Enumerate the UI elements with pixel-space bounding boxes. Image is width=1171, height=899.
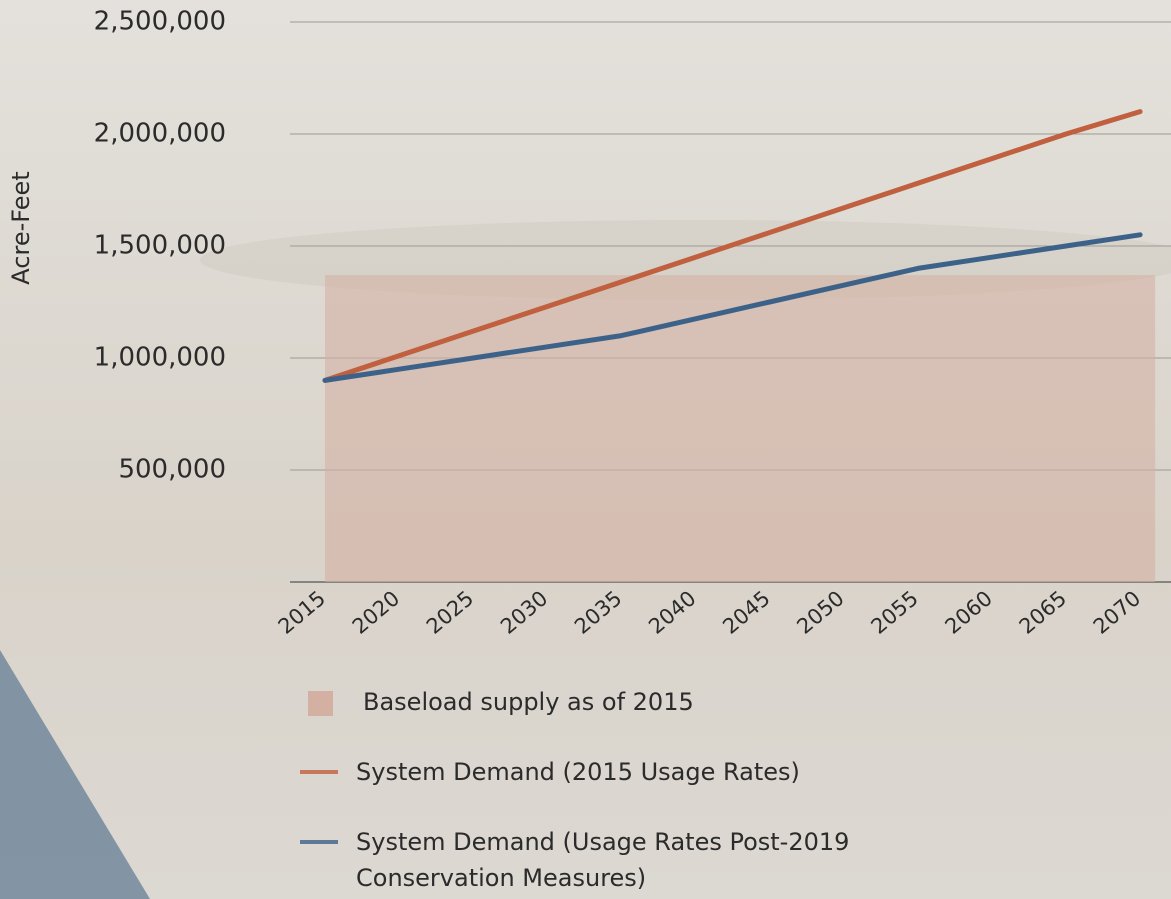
x-tick-label: 2065 (1015, 586, 1071, 639)
x-tick-label: 2070 (1089, 586, 1145, 639)
y-tick-label: 500,000 (118, 455, 226, 485)
y-tick-label: 1,000,000 (94, 343, 226, 373)
legend-item: System Demand (2015 Usage Rates) (300, 754, 920, 790)
legend-label: System Demand (Usage Rates Post-2019 Con… (356, 828, 850, 892)
x-tick-label: 2060 (941, 586, 997, 639)
legend-item: System Demand (Usage Rates Post-2019 Con… (300, 824, 920, 896)
x-tick-label: 2020 (348, 586, 404, 639)
y-axis-label: Acre-Feet (7, 171, 35, 284)
demand-line (322, 109, 1143, 383)
y-tick-label: 2,000,000 (94, 119, 226, 149)
x-tick-label: 2035 (570, 586, 626, 639)
background-shape (0, 650, 150, 899)
x-tick-label: 2015 (274, 586, 330, 639)
legend-label: Baseload supply as of 2015 (363, 688, 694, 716)
supply-area (325, 275, 1156, 582)
legend-swatch (308, 691, 333, 716)
x-tick-label: 2055 (866, 586, 922, 639)
x-tick-label: 2045 (718, 586, 774, 639)
legend-item: Baseload supply as of 2015 (300, 684, 920, 720)
y-tick-label: 2,500,000 (94, 7, 226, 37)
x-tick-label: 2025 (422, 586, 478, 639)
legend: Baseload supply as of 2015 System Demand … (300, 684, 920, 899)
demand-line (322, 232, 1143, 383)
legend-swatch (300, 840, 338, 844)
y-tick-label: 1,500,000 (94, 231, 226, 261)
x-tick-label: 2040 (644, 586, 700, 639)
legend-label: System Demand (2015 Usage Rates) (356, 758, 800, 786)
x-tick-label: 2030 (496, 586, 552, 639)
x-tick-label: 2050 (792, 586, 848, 639)
legend-swatch (300, 770, 338, 774)
